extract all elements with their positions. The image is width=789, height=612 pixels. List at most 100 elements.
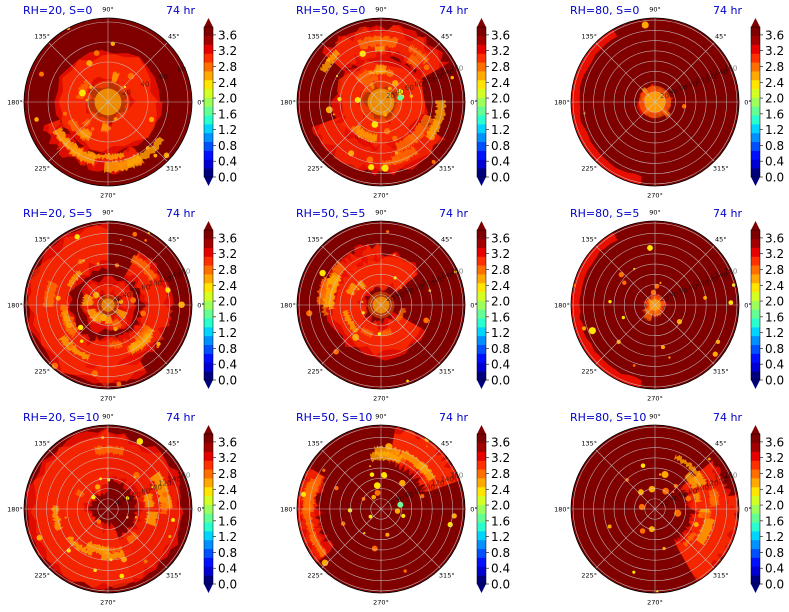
colorbar-swatch — [204, 300, 213, 310]
colorbar-swatch — [751, 53, 760, 63]
panel-time-label: 74 hr — [439, 4, 468, 17]
colorbar-swatch — [204, 265, 213, 275]
colorbar-tick-label: 0.0 — [218, 578, 237, 592]
colorbar-swatch — [477, 115, 486, 125]
colorbar-swatch — [204, 247, 213, 257]
colorbar-tick-label: 2.4 — [218, 76, 237, 90]
r-tick-label: 40 — [122, 495, 131, 503]
colorbar-swatch — [477, 353, 486, 363]
panel-time-label: 74 hr — [166, 411, 195, 424]
colorbar-tick-label: 1.6 — [765, 310, 784, 324]
colorbar-swatch — [751, 495, 760, 505]
grid-spoke — [48, 245, 109, 306]
colorbar-swatch — [477, 159, 486, 169]
panel-time-label: 74 hr — [439, 207, 468, 220]
r-tick-label: 100 — [422, 76, 435, 84]
theta-tick-label: 0° — [470, 99, 477, 107]
colorbar-swatch — [204, 88, 213, 98]
colorbar-swatch — [204, 106, 213, 116]
heatmap-cell — [394, 151, 399, 155]
theta-tick-label: 90° — [649, 6, 661, 14]
theta-tick-label: 90° — [375, 209, 387, 217]
r-tick-label: 80 — [414, 80, 423, 88]
colorbar-swatch — [204, 256, 213, 266]
colorbar-extend-bottom — [204, 380, 213, 389]
colorbar-swatch — [204, 539, 213, 550]
colorbar-extend-top — [204, 221, 213, 230]
panel-title: RH=80, S=10 — [570, 411, 646, 424]
heatmap-cell — [397, 88, 404, 95]
panel-time-label: 74 hr — [166, 4, 195, 17]
heatmap-cell — [658, 473, 662, 476]
r-tick-label: 120 — [705, 275, 718, 283]
colorbar-swatch — [204, 513, 213, 523]
colorbar-swatch — [477, 238, 486, 248]
r-tick-label: 140 — [168, 272, 181, 280]
colorbar-swatch — [477, 27, 486, 37]
theta-tick-label: 0° — [470, 302, 477, 310]
r-tick-label: 40 — [395, 495, 404, 503]
colorbar-frame — [203, 26, 214, 178]
colorbar-tick-label: 3.2 — [218, 451, 237, 465]
polar-frame — [23, 17, 193, 187]
colorbar-tick-label: 0.4 — [765, 155, 784, 169]
colorbar-swatch — [204, 318, 213, 328]
heatmap-cell — [96, 519, 102, 524]
r-tick-label: 80 — [177, 65, 186, 73]
colorbar-swatch — [204, 230, 213, 240]
heatmap-streak — [395, 307, 407, 322]
colorbar-swatch — [751, 150, 760, 160]
r-tick-label: 20 — [386, 295, 395, 303]
colorbar-swatch — [477, 282, 486, 293]
colorbar-swatch — [204, 27, 213, 37]
colorbar-tick-label: 0.8 — [491, 139, 510, 153]
r-tick-label: 120 — [431, 72, 444, 80]
r-tick-label: 120 — [158, 479, 171, 487]
heatmap-cell — [366, 156, 374, 163]
theta-tick-label: 0° — [744, 506, 751, 514]
theta-tick-label: 90° — [375, 6, 387, 14]
colorbar-swatch — [204, 557, 213, 567]
heatmap-cell — [674, 509, 682, 517]
colorbar-tick-label: 1.2 — [765, 326, 784, 340]
theta-tick-label: 180° — [280, 506, 296, 514]
heatmap-cell — [319, 292, 326, 299]
colorbar-swatch — [204, 115, 213, 125]
colorbar-swatch — [477, 106, 486, 116]
r-tick-label: 160 — [177, 268, 190, 276]
r-tick-label: 160 — [724, 268, 737, 276]
colorbar-swatch — [204, 238, 213, 248]
heatmap-cell — [656, 590, 659, 593]
colorbar-swatch — [751, 132, 760, 143]
heatmap-cell — [148, 116, 155, 123]
r-tick-label: 60 — [679, 287, 688, 295]
heatmap-band — [108, 433, 181, 579]
colorbar-swatch — [477, 451, 486, 461]
grid-spoke — [654, 508, 715, 569]
heatmap-streak — [66, 269, 83, 288]
colorbar-swatch — [477, 548, 486, 558]
colorbar-tick-label: 1.6 — [491, 107, 510, 121]
heatmap-streak — [382, 155, 411, 168]
colorbar-swatch — [477, 230, 486, 240]
heatmap-cell — [385, 532, 390, 537]
heatmap-cell — [386, 69, 394, 77]
theta-tick-label: 225° — [34, 571, 50, 579]
heatmap-cell — [92, 317, 97, 322]
colorbar-swatch — [477, 575, 486, 585]
heatmap-cell — [668, 356, 671, 359]
heatmap-cell — [639, 528, 646, 534]
heatmap-cell — [74, 234, 80, 240]
colorbar-swatch — [751, 327, 760, 337]
colorbar-swatch — [477, 539, 486, 550]
theta-tick-label: 90° — [649, 209, 661, 217]
colorbar-extend-bottom — [477, 584, 486, 593]
heatmap-cell — [648, 485, 656, 493]
grid-spoke — [380, 42, 441, 103]
heatmap-cell — [660, 345, 666, 350]
heatmap-cell — [361, 300, 364, 304]
heatmap-cell — [79, 339, 84, 343]
panel-time-label: 74 hr — [713, 207, 742, 220]
colorbar-tick-label: 1.2 — [491, 530, 510, 544]
